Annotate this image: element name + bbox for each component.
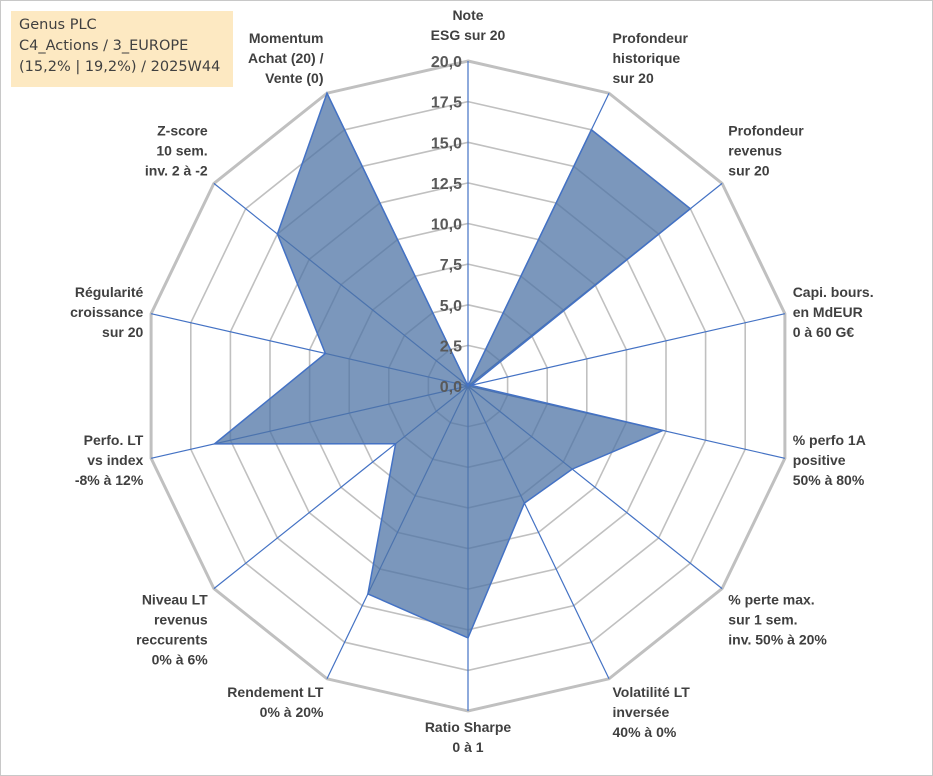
axis-label-line: Régularité xyxy=(75,284,144,300)
axis-label-line: 0 à 1 xyxy=(452,739,483,755)
axis-label-line: Note xyxy=(452,7,483,23)
axis-label-line: Perfo. LT xyxy=(84,432,144,448)
axis-label-line: en MdEUR xyxy=(793,304,863,320)
axis-label: % perfo 1A positive 50% à 80% xyxy=(793,432,866,488)
axis-label: Profondeur revenus sur 20 xyxy=(728,122,804,178)
axis-label: % perte max. sur 1 sem. inv. 50% à 20% xyxy=(728,592,827,648)
data-point xyxy=(571,468,573,470)
data-point xyxy=(324,353,326,354)
tick-label: 2,5 xyxy=(440,338,462,355)
tick-label: 0,0 xyxy=(440,379,462,396)
axis-label: Volatilité LT inversée 40% à 0% xyxy=(613,684,691,740)
axis-label-line: 50% à 80% xyxy=(793,472,865,488)
tick-label: 17,5 xyxy=(431,95,462,112)
axis-label-line: Volatilité LT xyxy=(613,684,691,700)
data-point xyxy=(214,443,215,445)
stats-label: (15,2% | 19,2%) / 2025W44 xyxy=(19,59,221,75)
axis-label: Momentum Achat (20) / Vente (0) xyxy=(248,30,324,86)
axis-labels: Note ESG sur 20 Profondeur historique sur 20… xyxy=(70,7,873,755)
axis-label-line: 0% à 6% xyxy=(152,652,209,668)
axis-label-line: Achat (20) / xyxy=(248,50,324,66)
axis-label: Profondeur historique sur 20 xyxy=(613,30,689,86)
axis-label-line: sur 20 xyxy=(728,162,769,178)
axis-label-line: inv. 50% à 20% xyxy=(728,632,827,648)
axis-label-line: inv. 2 à -2 xyxy=(145,162,208,178)
data-point xyxy=(276,233,278,235)
axis-label-line: Momentum xyxy=(249,30,324,46)
axis-label: Perfo. LT vs index -8% à 12% xyxy=(75,432,144,488)
axis-label: Rendement LT 0% à 20% xyxy=(227,684,324,720)
axis-label-line: Capi. bours. xyxy=(793,284,874,300)
tick-label: 10,0 xyxy=(431,217,462,234)
data-series xyxy=(212,91,692,639)
axis-spoke xyxy=(467,313,786,387)
tick-labels: 0,0 2,5 5,0 7,5 10,0 12,5 15,0 17,5 20,0 xyxy=(431,54,462,396)
tick-label: 12,5 xyxy=(431,176,462,193)
axis-label-line: revenus xyxy=(154,612,208,628)
axis-label-line: 10 sem. xyxy=(156,142,207,158)
axis-label-line: inversée xyxy=(613,704,670,720)
series-area xyxy=(212,91,692,639)
info-box: Genus PLC C4_Actions / 3_EUROPE (15,2% |… xyxy=(11,11,233,87)
axis-label-line: historique xyxy=(613,50,681,66)
axis-label-line: Rendement LT xyxy=(227,684,324,700)
axis-label: Ratio Sharpe 0 à 1 xyxy=(425,719,512,755)
data-point xyxy=(689,208,691,210)
axis-label-line: sur 1 sem. xyxy=(728,612,797,628)
axis-label-line: Profondeur xyxy=(613,30,689,46)
axis-label-line: vs index xyxy=(87,452,143,468)
data-point xyxy=(326,92,328,94)
axis-label-line: sur 20 xyxy=(613,70,654,86)
axis-label-line: Profondeur xyxy=(728,122,804,138)
data-point xyxy=(467,385,469,387)
axis-label-line: ESG sur 20 xyxy=(431,27,506,43)
data-point xyxy=(367,593,369,595)
tick-label: 15,0 xyxy=(431,135,462,152)
data-point xyxy=(662,430,664,431)
axis-label-line: revenus xyxy=(728,142,782,158)
axis-label-line: croissance xyxy=(70,304,143,320)
data-point xyxy=(467,637,469,639)
category-label: C4_Actions / 3_EUROPE xyxy=(19,38,189,54)
axis-label: Note ESG sur 20 xyxy=(431,7,506,43)
axis-label-line: % perte max. xyxy=(728,592,814,608)
axis-label-line: positive xyxy=(793,452,846,468)
axis-label-line: Z-score xyxy=(157,122,208,138)
tick-label: 20,0 xyxy=(431,54,462,71)
data-point xyxy=(590,129,592,131)
tick-label: 5,0 xyxy=(440,298,462,315)
axis-label-line: 0% à 20% xyxy=(260,704,324,720)
axis-label-line: reccurents xyxy=(136,632,208,648)
axis-label-line: 0 à 60 G€ xyxy=(793,324,855,340)
axis-label-line: Vente (0) xyxy=(265,70,323,86)
tick-label: 7,5 xyxy=(440,257,462,274)
data-point xyxy=(395,443,397,445)
axis-label: Niveau LT revenus reccurents 0% à 6% xyxy=(136,592,208,668)
axis-label-line: -8% à 12% xyxy=(75,472,144,488)
company-name: Genus PLC xyxy=(19,17,97,33)
axis-label-line: Niveau LT xyxy=(142,592,208,608)
axis-label-line: sur 20 xyxy=(102,324,143,340)
axis-label: Capi. bours. en MdEUR 0 à 60 G€ xyxy=(793,284,874,340)
data-point xyxy=(470,384,472,386)
axis-label: Z-score 10 sem. inv. 2 à -2 xyxy=(145,122,208,178)
axis-label-line: 40% à 0% xyxy=(613,724,677,740)
axis-label-line: % perfo 1A xyxy=(793,432,866,448)
axis-label-line: Ratio Sharpe xyxy=(425,719,512,735)
axis-label: Régularité croissance sur 20 xyxy=(70,284,143,340)
data-point xyxy=(523,502,525,504)
